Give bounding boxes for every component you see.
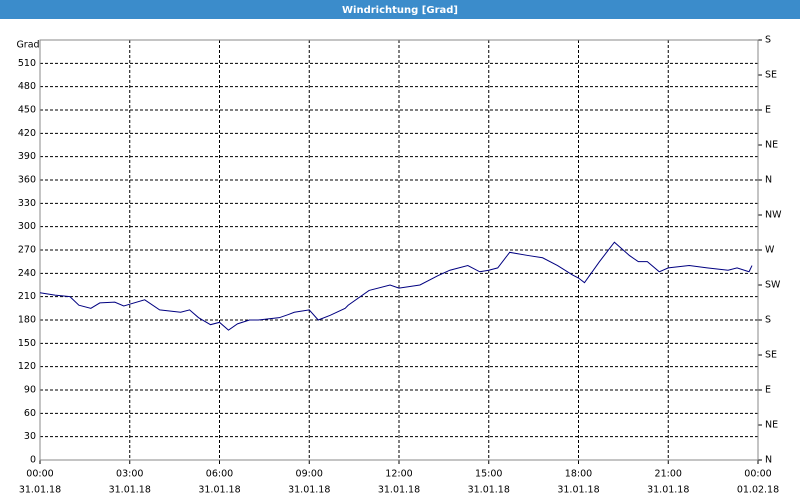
plot-frame (39, 39, 759, 461)
x-tick-label: 06:00 (206, 469, 233, 480)
x-tick-label: 12:00 (385, 469, 412, 480)
x-tick-date: 31.01.18 (557, 485, 599, 496)
y2-tick-label: SE (765, 70, 777, 81)
y2-tick-label: N (765, 175, 772, 186)
y-tick-label: 450 (18, 105, 36, 116)
x-tick-date: 31.01.18 (109, 485, 151, 496)
y-tick-label: 300 (18, 221, 36, 232)
title-bar (0, 0, 800, 19)
x-tick-date: 31.01.18 (378, 485, 420, 496)
x-tick-date: 31.01.18 (468, 485, 510, 496)
y-tick-label: 90 (24, 385, 36, 396)
y2-tick-label: SE (765, 350, 777, 361)
data-line (39, 241, 753, 331)
x-tick-label: 15:00 (475, 469, 502, 480)
y2-tick-label: N (765, 455, 772, 466)
y-tick-label: 180 (18, 315, 36, 326)
y-tick-label: 60 (24, 408, 36, 419)
window-title: Windrichtung [Grad] (342, 5, 458, 16)
y-tick-label: 0 (30, 455, 36, 466)
y-tick-label: 210 (18, 291, 36, 302)
y2-tick-label: S (765, 35, 771, 46)
y-tick-label: 420 (18, 128, 36, 139)
y-tick-label: 270 (18, 245, 36, 256)
y2-tick-label: W (765, 245, 775, 256)
y-tick-label: 30 (24, 431, 36, 442)
y-tick-label: 330 (18, 198, 36, 209)
x-tick-label: 00:00 (26, 469, 53, 480)
y2-tick-label: NW (765, 210, 782, 221)
x-tick-date: 31.01.18 (198, 485, 240, 496)
y-tick-label: 360 (18, 175, 36, 186)
x-tick-date: 01.02.18 (737, 485, 779, 496)
y-tick-label: 480 (18, 81, 36, 92)
y-tick-label: 150 (18, 338, 36, 349)
x-tick-label: 09:00 (296, 469, 323, 480)
y-tick-label: 240 (18, 268, 36, 279)
y-tick-label: 390 (18, 151, 36, 162)
y2-tick-label: SW (765, 280, 781, 291)
x-tick-date: 31.01.18 (19, 485, 61, 496)
y-axis-label: Grad (16, 40, 39, 51)
x-tick-label: 03:00 (116, 469, 143, 480)
y-tick-label: 510 (18, 58, 36, 69)
x-tick-date: 31.01.18 (647, 485, 689, 496)
y2-tick-label: S (765, 315, 771, 326)
y-tick-label: 120 (18, 361, 36, 372)
y2-tick-label: E (765, 105, 771, 116)
y2-tick-label: NE (765, 140, 778, 151)
y2-tick-label: E (765, 385, 771, 396)
x-tick-label: 21:00 (655, 469, 682, 480)
x-tick-label: 18:00 (565, 469, 592, 480)
x-tick-label: 00:00 (744, 469, 771, 480)
y2-tick-label: NE (765, 420, 778, 431)
x-tick-date: 31.01.18 (288, 485, 330, 496)
